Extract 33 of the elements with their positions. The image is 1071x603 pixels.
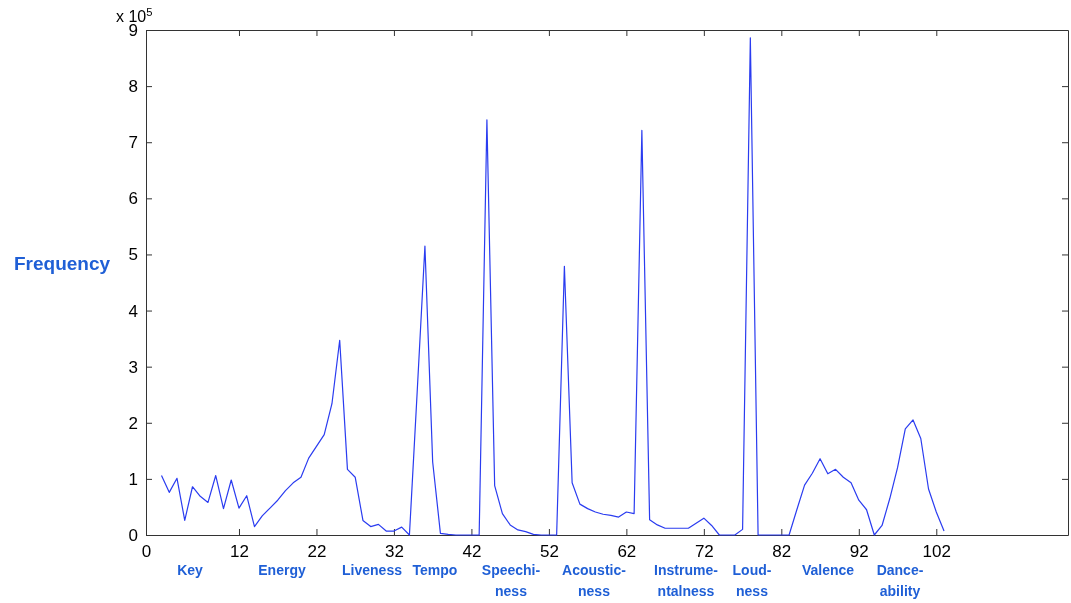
x-tick-label: 62 <box>617 542 637 562</box>
x-tick-label: 0 <box>141 542 152 562</box>
text: Speechi- ness <box>481 562 541 599</box>
x-tick-label: 52 <box>539 542 559 562</box>
text: x 10$^{5}$ <box>116 6 153 25</box>
x-tick-label: 42 <box>462 542 482 562</box>
y-axis-title: Frequency <box>13 253 111 274</box>
text: Tempo <box>412 562 458 578</box>
y-tick-label: 8 <box>128 77 138 97</box>
y-tick-label: 7 <box>128 133 138 153</box>
y-tick-label: 3 <box>128 357 138 377</box>
text: Instrume- ntalness <box>654 562 719 599</box>
x-tick-label: 82 <box>772 542 792 562</box>
y-tick-label: 4 <box>128 301 138 321</box>
x-tick-label: 22 <box>307 542 327 562</box>
y-tick-label: 0 <box>128 525 138 545</box>
x-tick-label: 12 <box>230 542 249 562</box>
x-tick-label: 72 <box>694 542 714 562</box>
x-tick-label: 32 <box>384 542 404 562</box>
y-tick-label: 2 <box>128 413 138 433</box>
text: Valence <box>801 562 855 578</box>
text: Dance- ability <box>876 562 924 599</box>
line-series <box>160 37 945 536</box>
text: Key <box>177 562 204 578</box>
x-tick-label: 92 <box>849 542 869 562</box>
y-tick-label: 5 <box>128 245 138 265</box>
text: Liveness <box>342 562 403 578</box>
y-tick-label: 6 <box>128 189 138 209</box>
x-tick-label: 102 <box>922 542 951 562</box>
text: Loud- ness <box>732 562 772 599</box>
y-tick-label: 1 <box>128 469 138 489</box>
text: Acoustic- ness <box>562 562 627 599</box>
text: Energy <box>258 562 306 578</box>
